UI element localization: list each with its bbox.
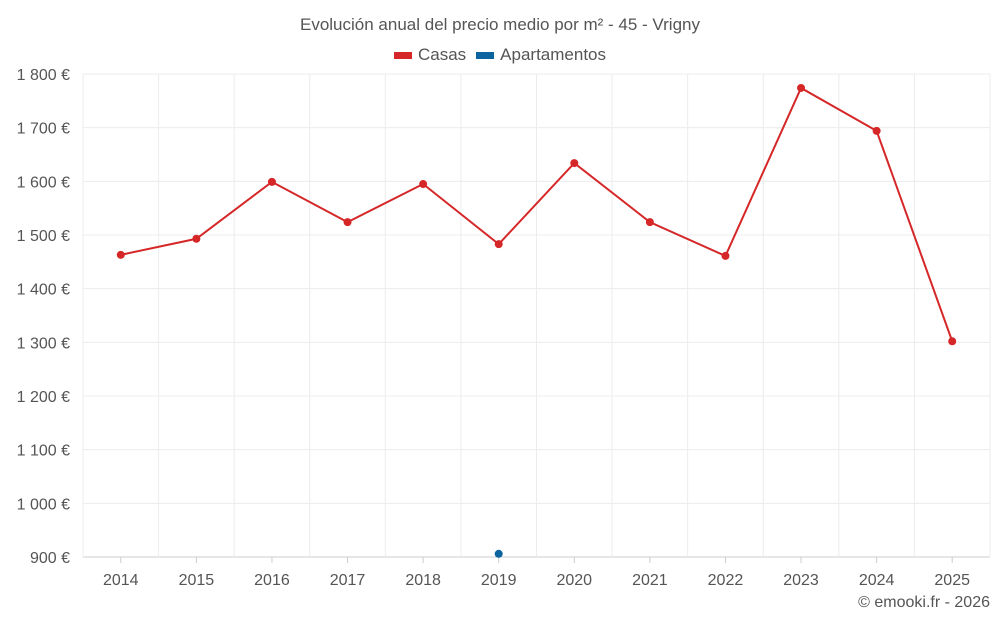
y-tick-label: 1 700 € <box>17 121 70 138</box>
legend-item-apartamentos[interactable]: Apartamentos <box>476 45 606 65</box>
x-tick-label: 2015 <box>179 572 215 589</box>
data-point-casas <box>192 234 201 243</box>
y-tick-label: 1 100 € <box>17 443 70 460</box>
legend-swatch-casas <box>393 51 412 59</box>
data-point-apartamentos <box>494 549 503 558</box>
x-tick-label: 2014 <box>103 572 139 589</box>
chart-title: Evolución anual del precio medio por m² … <box>299 15 700 34</box>
legend: Casas Apartamentos <box>0 45 1000 65</box>
y-tick-label: 1 000 € <box>17 496 70 513</box>
legend-swatch-apartamentos <box>476 51 495 59</box>
data-point-casas <box>116 250 125 259</box>
legend-item-casas[interactable]: Casas <box>393 45 467 65</box>
data-point-casas <box>267 177 276 186</box>
legend-label: Apartamentos <box>500 45 607 64</box>
data-point-casas <box>570 159 579 168</box>
y-tick-label: 1 600 € <box>17 174 70 191</box>
x-tick-label: 2019 <box>481 572 517 589</box>
x-tick-label: 2016 <box>254 572 290 589</box>
y-tick-label: 1 500 € <box>17 228 70 245</box>
data-point-casas <box>419 180 428 189</box>
x-tick-label: 2023 <box>783 572 819 589</box>
x-tick-label: 2022 <box>708 572 744 589</box>
data-point-casas <box>797 83 806 92</box>
data-point-casas <box>494 240 503 249</box>
x-tick-label: 2025 <box>934 572 970 589</box>
y-tick-label: 1 200 € <box>17 389 70 406</box>
legend-label: Casas <box>417 45 467 64</box>
data-point-casas <box>872 126 881 135</box>
data-point-casas <box>645 218 654 227</box>
y-tick-label: 1 300 € <box>17 335 70 352</box>
y-tick-label: 1 800 € <box>17 67 70 84</box>
x-tick-label: 2024 <box>859 572 895 589</box>
series-line-casas <box>120 86 954 342</box>
x-tick-label: 2018 <box>405 572 441 589</box>
x-tick-label: 2020 <box>556 572 592 589</box>
x-tick-label: 2021 <box>632 572 668 589</box>
data-point-casas <box>721 251 730 260</box>
credit-text: © emooki.fr - 2026 <box>858 594 990 611</box>
y-tick-label: 900 € <box>30 550 70 567</box>
data-point-casas <box>948 337 957 346</box>
data-point-casas <box>343 218 352 227</box>
x-tick-label: 2017 <box>330 572 366 589</box>
y-tick-label: 1 400 € <box>17 282 70 299</box>
